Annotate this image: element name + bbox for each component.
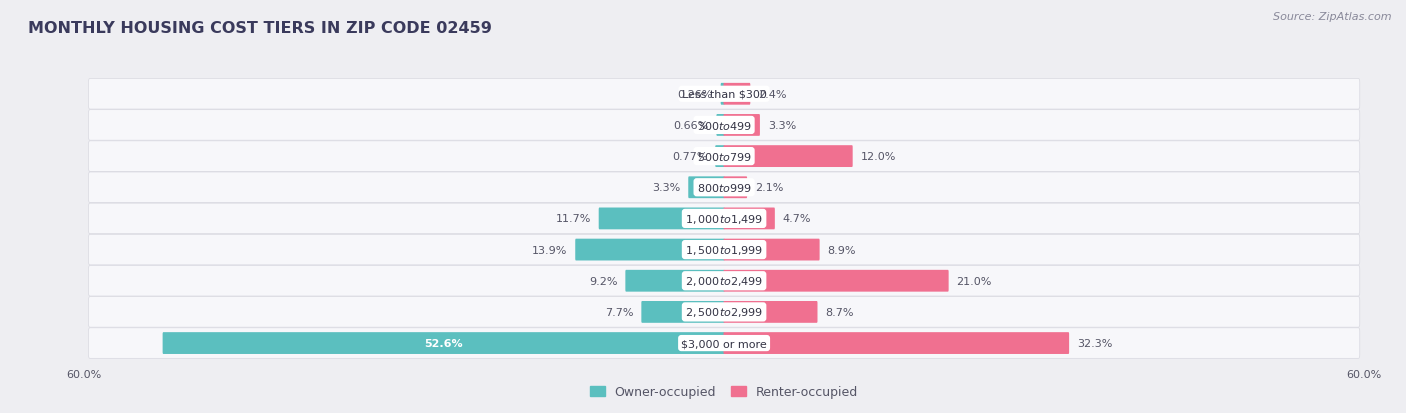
Text: 0.77%: 0.77% (672, 152, 707, 162)
FancyBboxPatch shape (575, 239, 724, 261)
FancyBboxPatch shape (89, 235, 1360, 265)
Text: $2,000 to $2,499: $2,000 to $2,499 (685, 275, 763, 287)
Text: 2.1%: 2.1% (755, 183, 783, 193)
FancyBboxPatch shape (89, 328, 1360, 358)
Text: 9.2%: 9.2% (589, 276, 617, 286)
Text: $800 to $999: $800 to $999 (696, 182, 752, 194)
Text: $300 to $499: $300 to $499 (696, 120, 752, 132)
FancyBboxPatch shape (89, 266, 1360, 296)
Text: $500 to $799: $500 to $799 (696, 151, 752, 163)
Text: MONTHLY HOUSING COST TIERS IN ZIP CODE 02459: MONTHLY HOUSING COST TIERS IN ZIP CODE 0… (28, 21, 492, 36)
FancyBboxPatch shape (716, 146, 724, 168)
FancyBboxPatch shape (89, 173, 1360, 203)
FancyBboxPatch shape (724, 239, 820, 261)
FancyBboxPatch shape (724, 177, 747, 199)
Text: Less than $300: Less than $300 (682, 90, 766, 100)
FancyBboxPatch shape (163, 332, 724, 354)
FancyBboxPatch shape (641, 301, 724, 323)
FancyBboxPatch shape (717, 115, 724, 137)
Text: 7.7%: 7.7% (605, 307, 634, 317)
Legend: Owner-occupied, Renter-occupied: Owner-occupied, Renter-occupied (585, 380, 863, 404)
FancyBboxPatch shape (724, 208, 775, 230)
FancyBboxPatch shape (724, 84, 751, 105)
FancyBboxPatch shape (89, 142, 1360, 172)
FancyBboxPatch shape (724, 115, 759, 137)
FancyBboxPatch shape (724, 270, 949, 292)
FancyBboxPatch shape (89, 110, 1360, 141)
FancyBboxPatch shape (724, 332, 1069, 354)
Text: $1,500 to $1,999: $1,500 to $1,999 (685, 244, 763, 256)
Text: 3.3%: 3.3% (652, 183, 681, 193)
Text: Source: ZipAtlas.com: Source: ZipAtlas.com (1274, 12, 1392, 22)
Text: 12.0%: 12.0% (860, 152, 896, 162)
Text: $2,500 to $2,999: $2,500 to $2,999 (685, 306, 763, 319)
Text: 0.66%: 0.66% (673, 121, 709, 131)
Text: $1,000 to $1,499: $1,000 to $1,499 (685, 212, 763, 225)
Text: 32.3%: 32.3% (1077, 338, 1112, 348)
FancyBboxPatch shape (89, 297, 1360, 328)
FancyBboxPatch shape (724, 301, 817, 323)
Text: 8.9%: 8.9% (828, 245, 856, 255)
FancyBboxPatch shape (626, 270, 724, 292)
FancyBboxPatch shape (89, 79, 1360, 110)
FancyBboxPatch shape (724, 146, 852, 168)
Text: 21.0%: 21.0% (956, 276, 991, 286)
Text: 4.7%: 4.7% (783, 214, 811, 224)
FancyBboxPatch shape (721, 84, 724, 105)
Text: 2.4%: 2.4% (758, 90, 787, 100)
FancyBboxPatch shape (599, 208, 724, 230)
Text: $3,000 or more: $3,000 or more (682, 338, 766, 348)
Text: 13.9%: 13.9% (531, 245, 568, 255)
FancyBboxPatch shape (89, 204, 1360, 234)
Text: 3.3%: 3.3% (768, 121, 796, 131)
Text: 8.7%: 8.7% (825, 307, 853, 317)
FancyBboxPatch shape (689, 177, 724, 199)
Text: 0.26%: 0.26% (678, 90, 713, 100)
Text: 52.6%: 52.6% (425, 338, 463, 348)
Text: 11.7%: 11.7% (555, 214, 591, 224)
